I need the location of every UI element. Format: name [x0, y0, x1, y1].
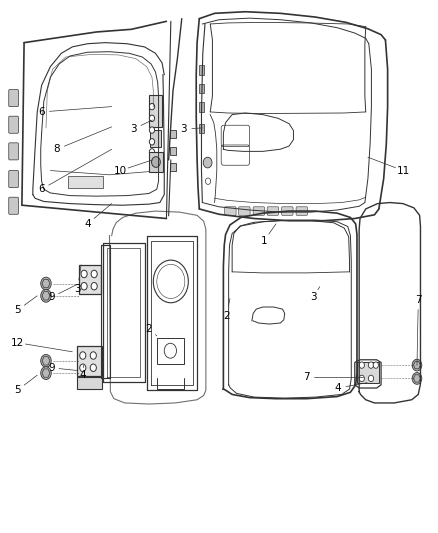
FancyBboxPatch shape — [9, 171, 18, 188]
Bar — [79, 265, 101, 294]
Text: 3: 3 — [130, 124, 137, 134]
Circle shape — [412, 373, 422, 384]
Text: 3: 3 — [180, 124, 187, 134]
Circle shape — [41, 277, 51, 290]
Text: 2: 2 — [145, 325, 152, 334]
Polygon shape — [42, 369, 50, 377]
Circle shape — [149, 103, 155, 110]
FancyBboxPatch shape — [9, 116, 18, 133]
Bar — [170, 130, 176, 138]
Circle shape — [373, 362, 378, 368]
Circle shape — [203, 157, 212, 168]
Circle shape — [41, 289, 51, 302]
FancyBboxPatch shape — [9, 143, 18, 160]
FancyBboxPatch shape — [9, 197, 18, 214]
Circle shape — [41, 367, 51, 379]
Circle shape — [91, 270, 97, 278]
Text: 4: 4 — [79, 370, 86, 379]
Text: 2: 2 — [223, 311, 230, 320]
Circle shape — [368, 362, 374, 368]
Polygon shape — [413, 361, 420, 369]
FancyBboxPatch shape — [253, 207, 265, 215]
Bar — [149, 95, 162, 127]
Bar — [199, 124, 204, 133]
Circle shape — [90, 352, 96, 359]
Text: 5: 5 — [14, 385, 21, 395]
Text: 3: 3 — [310, 293, 317, 302]
Circle shape — [80, 364, 86, 372]
Text: 9: 9 — [48, 293, 55, 302]
Polygon shape — [42, 292, 50, 300]
Circle shape — [205, 178, 211, 184]
Text: 12: 12 — [11, 338, 24, 348]
FancyBboxPatch shape — [267, 207, 279, 215]
Bar — [357, 362, 379, 383]
Bar — [157, 338, 184, 364]
Bar — [149, 152, 163, 172]
FancyBboxPatch shape — [282, 207, 293, 215]
Polygon shape — [42, 357, 50, 365]
Circle shape — [41, 354, 51, 367]
Bar — [150, 130, 161, 147]
Circle shape — [81, 282, 87, 290]
Circle shape — [359, 375, 364, 382]
Text: 4: 4 — [84, 219, 91, 229]
Text: 5: 5 — [14, 305, 21, 315]
Bar — [199, 84, 204, 93]
Circle shape — [152, 157, 160, 167]
Circle shape — [359, 362, 364, 368]
Circle shape — [80, 352, 86, 359]
Circle shape — [149, 149, 155, 155]
Circle shape — [91, 282, 97, 290]
Text: 8: 8 — [53, 144, 60, 154]
Circle shape — [149, 127, 155, 133]
Text: 4: 4 — [335, 383, 342, 393]
Bar — [199, 65, 204, 75]
Text: 11: 11 — [396, 166, 410, 175]
Polygon shape — [42, 279, 50, 288]
Text: 7: 7 — [303, 373, 310, 382]
FancyBboxPatch shape — [239, 207, 250, 215]
FancyBboxPatch shape — [9, 90, 18, 107]
Circle shape — [412, 359, 422, 371]
Text: 6: 6 — [38, 107, 45, 117]
Bar — [68, 176, 103, 188]
Text: 10: 10 — [114, 166, 127, 175]
Circle shape — [149, 115, 155, 122]
Text: 3: 3 — [74, 285, 81, 294]
Bar — [77, 377, 102, 389]
Circle shape — [90, 364, 96, 372]
Bar — [170, 147, 176, 155]
FancyBboxPatch shape — [296, 207, 307, 215]
Bar — [170, 163, 176, 171]
Text: 1: 1 — [260, 237, 267, 246]
Circle shape — [368, 375, 374, 382]
Text: 9: 9 — [48, 363, 55, 373]
Text: 7: 7 — [415, 295, 422, 305]
Polygon shape — [413, 375, 420, 382]
Circle shape — [149, 139, 155, 145]
Text: 6: 6 — [38, 184, 45, 194]
FancyBboxPatch shape — [225, 207, 236, 215]
Bar — [77, 346, 102, 376]
Bar — [199, 102, 204, 112]
Circle shape — [81, 270, 87, 278]
